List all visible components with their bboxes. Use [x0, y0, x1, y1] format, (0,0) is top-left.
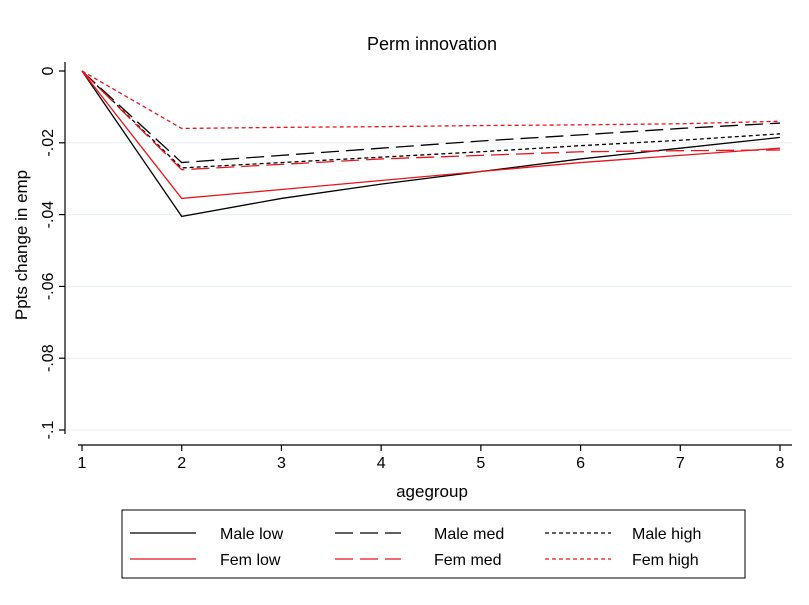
- x-tick-label: 3: [277, 455, 286, 472]
- series-line-5: [81, 70, 781, 171]
- x-tick-label: 8: [776, 455, 785, 472]
- legend-box: [121, 509, 746, 579]
- y-tick-label: 0: [40, 66, 57, 75]
- y-tick-label: -.08: [40, 344, 57, 372]
- chart-title: Perm innovation: [367, 34, 497, 54]
- y-tick-label: -.06: [40, 273, 57, 301]
- legend-label: Fem med: [434, 552, 502, 569]
- series-line-6: [81, 70, 781, 130]
- x-tick-label: 1: [78, 455, 87, 472]
- gridlines: [66, 142, 792, 431]
- y-tick-label: -.04: [40, 201, 57, 229]
- series-line-3: [81, 70, 781, 169]
- series-line-1: [81, 70, 781, 218]
- series-lines: [81, 70, 781, 218]
- x-tick-labels: 1 2 3 4 5 6 7 8: [78, 455, 785, 472]
- y-tick-labels: 0 -.02 -.04 -.06 -.08 -.1: [40, 66, 57, 439]
- x-tick-label: 2: [177, 455, 186, 472]
- x-tick-label: 7: [676, 455, 685, 472]
- axes: [59, 62, 792, 451]
- legend-label: Male high: [632, 526, 701, 543]
- y-tick-label: -.1: [40, 421, 57, 440]
- y-axis-title: Ppts change in emp: [12, 170, 31, 320]
- series-line-4: [81, 70, 781, 200]
- legend: Male low Male med Male high Fem low Fem med F…: [121, 509, 746, 579]
- legend-label: Fem low: [220, 552, 281, 569]
- legend-label: Fem high: [632, 552, 699, 569]
- series-line-2: [81, 70, 781, 164]
- legend-label: Male low: [220, 526, 284, 543]
- legend-label: Male med: [434, 526, 504, 543]
- x-tick-label: 6: [576, 455, 585, 472]
- x-tick-label: 4: [377, 455, 386, 472]
- x-tick-label: 5: [476, 455, 485, 472]
- x-axis-title: agegroup: [396, 482, 468, 501]
- y-tick-label: -.02: [40, 129, 57, 157]
